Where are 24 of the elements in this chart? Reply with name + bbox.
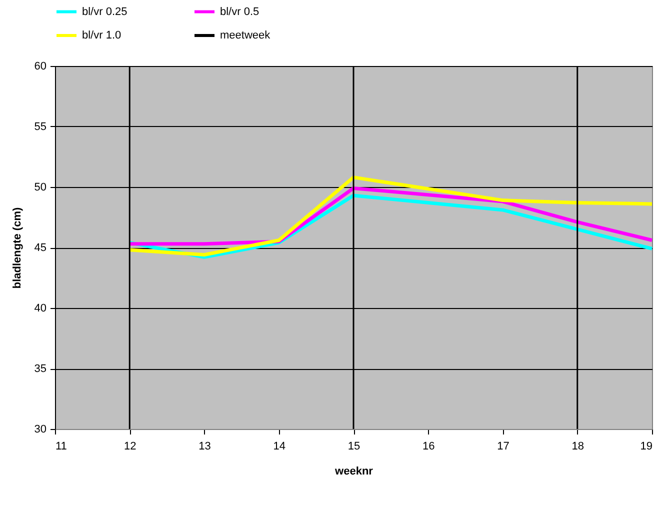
y-tick-label: 35 — [34, 363, 46, 375]
x-tick-label: 17 — [497, 440, 510, 452]
legend-label: bl/vr 0.5 — [220, 6, 260, 18]
x-tick-label: 12 — [124, 440, 136, 452]
x-tick-label: 14 — [273, 440, 286, 452]
legend-label: meetweek — [220, 30, 271, 42]
y-tick-label: 55 — [34, 121, 46, 133]
legend-label: bl/vr 1.0 — [82, 30, 122, 42]
y-tick-label: 30 — [34, 424, 46, 436]
line-series — [128, 176, 654, 257]
x-tick-label: 16 — [422, 440, 435, 452]
x-tick-label: 11 — [56, 440, 67, 452]
x-tick-label: 15 — [348, 440, 360, 452]
y-tick-label: 60 — [34, 60, 46, 72]
y-tick-label: 45 — [34, 242, 46, 254]
y-tick-label: 50 — [34, 182, 46, 194]
x-tick-label: 19 — [640, 440, 652, 452]
y-axis-title: bladlengte (cm) — [11, 207, 24, 289]
line-series — [128, 186, 654, 246]
y-tick-label: 40 — [34, 302, 46, 314]
legend-label: bl/vr 0.25 — [82, 6, 128, 18]
x-tick-label: 13 — [198, 440, 211, 452]
x-tick-label: 18 — [572, 440, 584, 452]
x-axis-title: weeknr — [334, 466, 374, 478]
